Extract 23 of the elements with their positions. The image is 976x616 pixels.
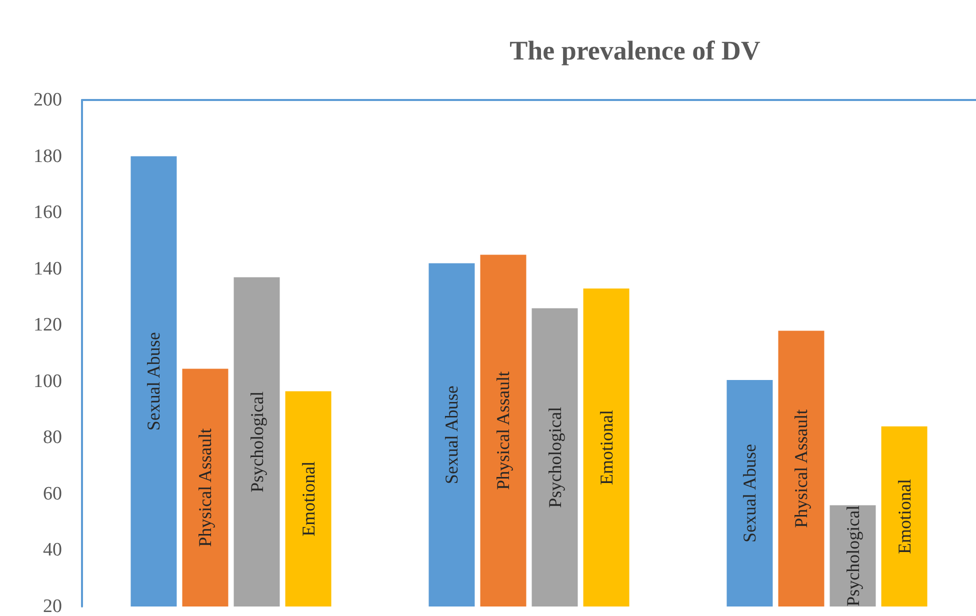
y-tick-label: 20 <box>43 596 62 616</box>
series-label: Psychological <box>842 505 863 606</box>
series-label: Physical Assault <box>195 428 216 547</box>
y-tick-label: 100 <box>34 370 62 392</box>
y-tick-label: 40 <box>43 540 62 561</box>
y-tick-label: 60 <box>43 483 62 504</box>
y-tick-label: 200 <box>34 90 62 110</box>
y-tick-label: 160 <box>34 202 62 224</box>
series-label: Sexual Abuse <box>144 332 164 431</box>
text: Physical Assault <box>791 409 812 528</box>
y-tick-label: 80 <box>43 427 62 448</box>
series-label: Emotional <box>298 461 318 536</box>
y-tick-label: 120 <box>34 314 62 336</box>
y-tick-label: 140 <box>34 258 62 280</box>
text: Sexual Abuse <box>740 444 760 542</box>
text: Psychological <box>246 391 267 492</box>
text: Psychological <box>544 406 565 508</box>
text: Emotional <box>894 478 914 554</box>
text: Emotional <box>596 410 616 486</box>
text: Physical Assault <box>493 371 514 490</box>
text: Sexual Abuse <box>442 386 462 484</box>
chart-title: The prevalence of DV <box>510 36 761 66</box>
y-tick-label: 180 <box>34 146 62 167</box>
